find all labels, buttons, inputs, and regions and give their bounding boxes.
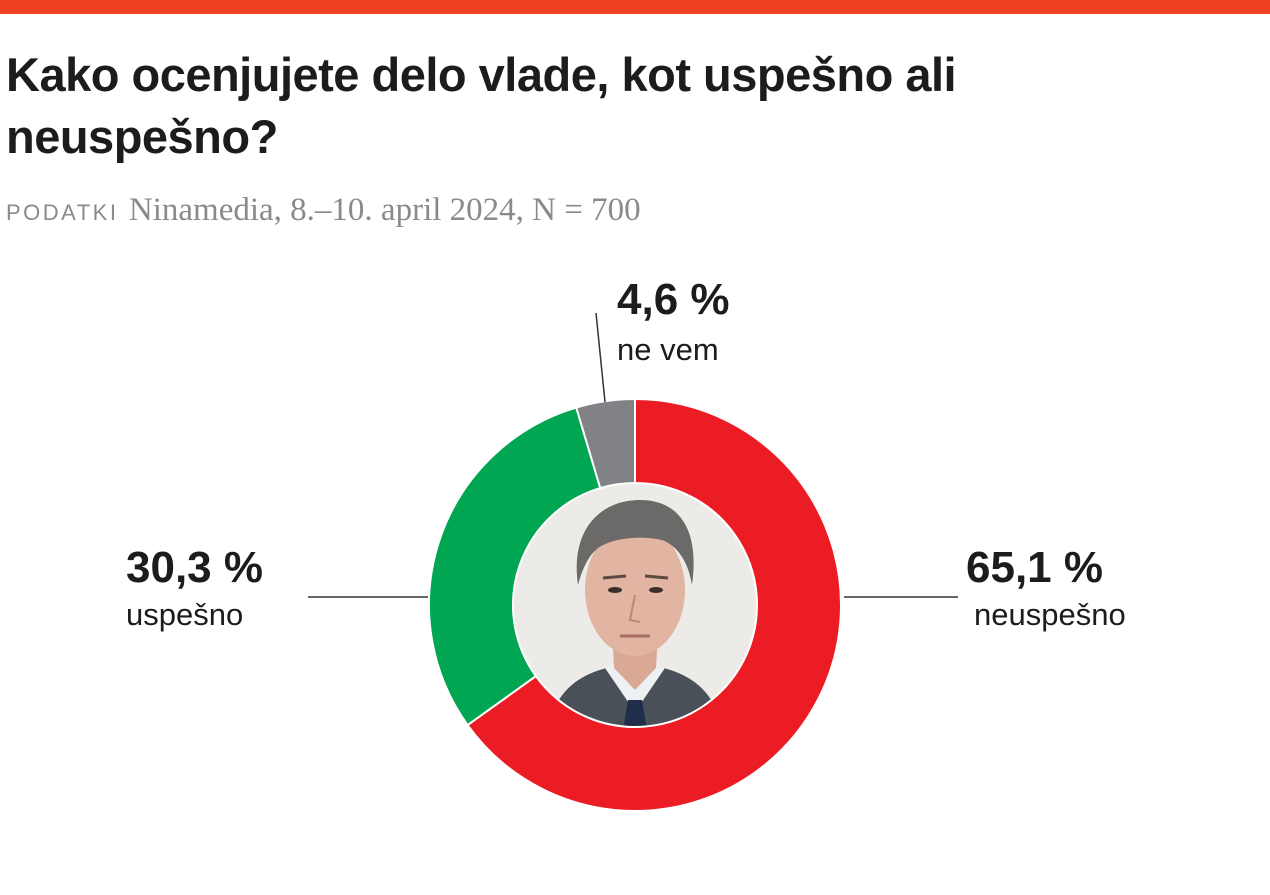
source-line: PODATKI Ninamedia, 8.–10. april 2024, N …: [6, 192, 641, 229]
value-label-uspesno: 30,3 %: [126, 543, 263, 592]
category-label-neuspesno: neuspešno: [974, 597, 1126, 632]
top-accent-bar: [0, 0, 1270, 14]
portrait-photo: [513, 483, 757, 727]
donut-slices: [428, 397, 842, 812]
category-label-ne-vem: ne vem: [617, 332, 719, 367]
value-label-neuspesno: 65,1 %: [966, 543, 1103, 592]
category-label-uspesno: uspešno: [126, 597, 243, 632]
source-label: PODATKI: [6, 200, 119, 225]
value-label-ne-vem: 4,6 %: [617, 275, 730, 324]
leader-line-ne-vem: [595, 312, 606, 403]
source-text: Ninamedia, 8.–10. april 2024, N = 700: [128, 192, 641, 228]
chart-title: Kako ocenjujete delo vlade, kot uspešno …: [6, 48, 957, 163]
